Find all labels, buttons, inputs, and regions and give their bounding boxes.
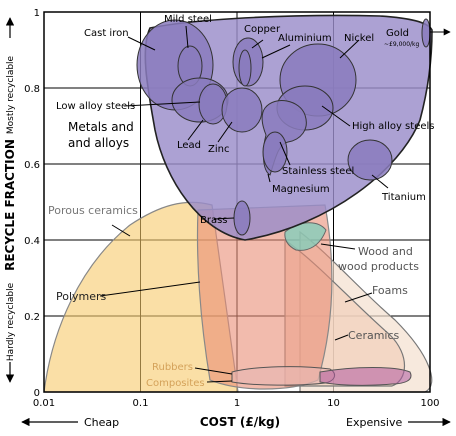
- label-cast-iron: Cast iron: [84, 28, 129, 39]
- y-tick-label: 0.4: [24, 236, 40, 247]
- label-lead: Lead: [177, 140, 201, 151]
- ellipse-zinc: [221, 87, 263, 133]
- label-gold: Gold: [386, 28, 409, 39]
- y-end-high: Mostly recyclable: [6, 55, 16, 134]
- x-end-low: Cheap: [84, 416, 119, 429]
- family-labels: Porous ceramics Polymers Wood and wood p…: [48, 120, 419, 389]
- material-ellipses: [136, 18, 431, 236]
- label-stainless: Stainless steel: [282, 166, 354, 177]
- region-wood: [284, 222, 327, 251]
- label-wood-1: Wood and: [358, 245, 413, 258]
- x-axis-label: COST (£/kg): [200, 415, 280, 429]
- label-ceramics: Ceramics: [348, 329, 400, 342]
- label-nickel: Nickel: [344, 33, 374, 44]
- label-zinc: Zinc: [208, 144, 229, 155]
- label-low-alloy: Low alloy steels: [56, 101, 135, 112]
- x-tick-label: 100: [420, 398, 439, 409]
- region-composites: [319, 367, 412, 386]
- label-foams: Foams: [372, 284, 408, 297]
- x-end-high: Expensive: [346, 416, 402, 429]
- label-polymers: Polymers: [56, 290, 107, 303]
- y-end-low: Hardly recyclable: [6, 282, 16, 361]
- x-tick-label: 0.1: [133, 398, 149, 409]
- label-copper: Copper: [244, 24, 281, 35]
- label-brass: Brass: [200, 215, 228, 226]
- y-tick-label: 1: [34, 8, 40, 19]
- x-tick-label: 10: [327, 398, 340, 409]
- label-mild-steel: Mild steel: [164, 14, 212, 25]
- label-wood-2: wood products: [338, 260, 419, 273]
- label-titanium: Titanium: [381, 192, 426, 203]
- y-tick-label: 0.6: [24, 160, 40, 171]
- y-tick-label: 0.8: [24, 84, 40, 95]
- label-gold-note: ~£9,000/kg: [384, 41, 420, 48]
- label-rubbers: Rubbers: [152, 362, 193, 373]
- label-magnesium: Magnesium: [272, 184, 330, 195]
- ellipse-aluminium: [238, 49, 252, 87]
- x-tick-label: 0.01: [33, 398, 55, 409]
- material-labels: Cast iron Mild steel Copper Aluminium Ni…: [56, 14, 435, 226]
- label-metals-2: and alloys: [68, 136, 129, 150]
- label-composites: Composites: [146, 378, 205, 389]
- y-tick-label: 0.2: [24, 312, 40, 323]
- y-tick-label: 0: [34, 388, 40, 399]
- label-aluminium: Aluminium: [278, 33, 332, 44]
- label-metals-1: Metals and: [68, 120, 134, 134]
- plot-frame: [43, 11, 431, 393]
- ellipse-gold: [421, 18, 431, 48]
- ellipse-magnesium: [262, 131, 288, 173]
- y-tick-labels: 0 0.2 0.4 0.6 0.8 1: [24, 8, 40, 399]
- label-porous-ceramics: Porous ceramics: [48, 204, 138, 217]
- region-polymers: [196, 204, 333, 390]
- ellipse-brass: [233, 200, 251, 236]
- label-high-alloy: High alloy steels: [352, 121, 435, 132]
- y-axis-label: RECYCLE FRACTION: [3, 139, 17, 271]
- ellipse-titanium: [347, 139, 393, 181]
- x-tick-labels: 0.01 0.1 1 10 100: [33, 398, 440, 409]
- region-rubbers: [231, 366, 336, 386]
- leader-lines: [99, 25, 389, 383]
- x-tick-label: 1: [234, 398, 240, 409]
